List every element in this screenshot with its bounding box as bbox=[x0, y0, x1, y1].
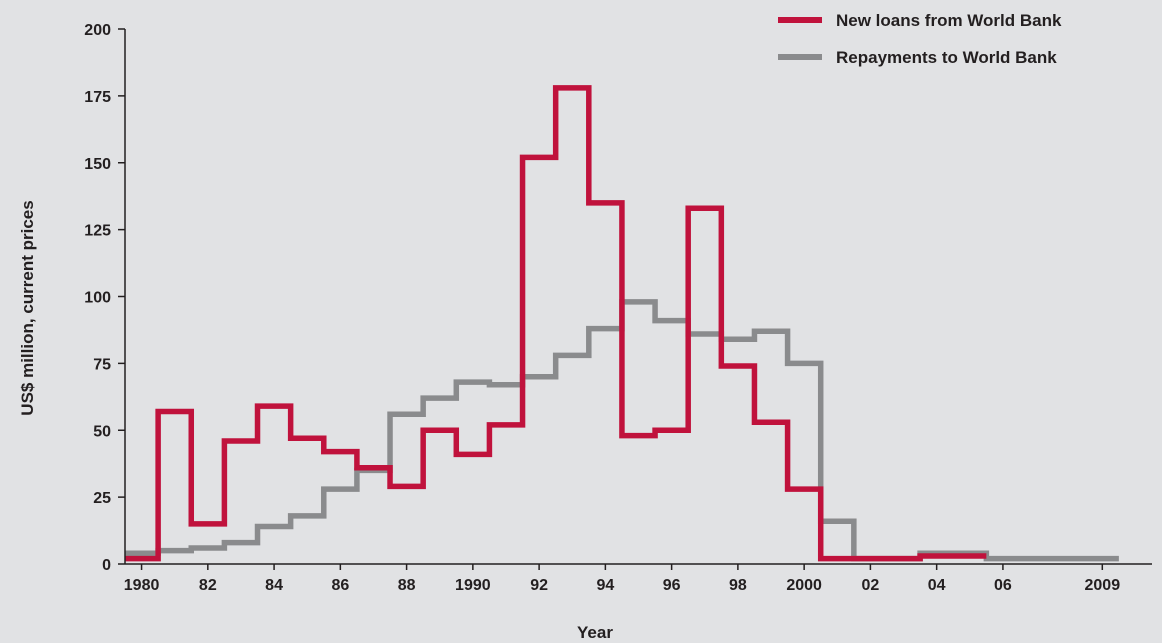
y-axis-ticks: 0 25 50 75 100 125 150 175 200 bbox=[84, 22, 125, 574]
x-tick-label: 1990 bbox=[455, 577, 491, 594]
x-tick-label: 84 bbox=[265, 577, 283, 594]
y-tick-label: 0 bbox=[102, 557, 111, 574]
x-tick-label: 82 bbox=[199, 577, 217, 594]
legend-label-new-loans-from-world-bank: New loans from World Bank bbox=[836, 11, 1062, 30]
x-tick-label: 94 bbox=[596, 577, 614, 594]
y-tick-label: 125 bbox=[84, 223, 111, 240]
series-layer bbox=[125, 85, 1119, 562]
x-tick-label: 02 bbox=[862, 577, 880, 594]
series-line-new-loans-from-world-bank bbox=[125, 85, 987, 562]
x-tick-label: 96 bbox=[663, 577, 681, 594]
y-tick-label: 25 bbox=[93, 490, 111, 507]
legend: New loans from World Bank Repayments to W… bbox=[778, 11, 1062, 67]
x-tick-label: 98 bbox=[729, 577, 747, 594]
y-tick-label: 150 bbox=[84, 156, 111, 173]
y-tick-label: 75 bbox=[93, 356, 111, 373]
y-tick-label: 100 bbox=[84, 290, 111, 307]
y-tick-label: 200 bbox=[84, 22, 111, 39]
x-tick-label: 1980 bbox=[124, 577, 160, 594]
y-axis-title: US$ million, current prices bbox=[18, 200, 37, 415]
x-tick-label: 86 bbox=[331, 577, 349, 594]
x-tick-label: 88 bbox=[398, 577, 416, 594]
x-tick-label: 2000 bbox=[786, 577, 822, 594]
legend-label-repayments-to-world-bank: Repayments to World Bank bbox=[836, 48, 1057, 67]
y-tick-label: 50 bbox=[93, 423, 111, 440]
x-tick-label: 2009 bbox=[1085, 577, 1121, 594]
x-tick-label: 06 bbox=[994, 577, 1012, 594]
x-axis-ticks: 1980 82 84 86 88 1990 92 94 96 98 2000 02 04 06 2009 bbox=[124, 564, 1120, 594]
x-axis-title: Year bbox=[577, 623, 613, 642]
y-tick-label: 175 bbox=[84, 89, 111, 106]
x-tick-label: 92 bbox=[530, 577, 548, 594]
x-tick-label: 04 bbox=[928, 577, 946, 594]
